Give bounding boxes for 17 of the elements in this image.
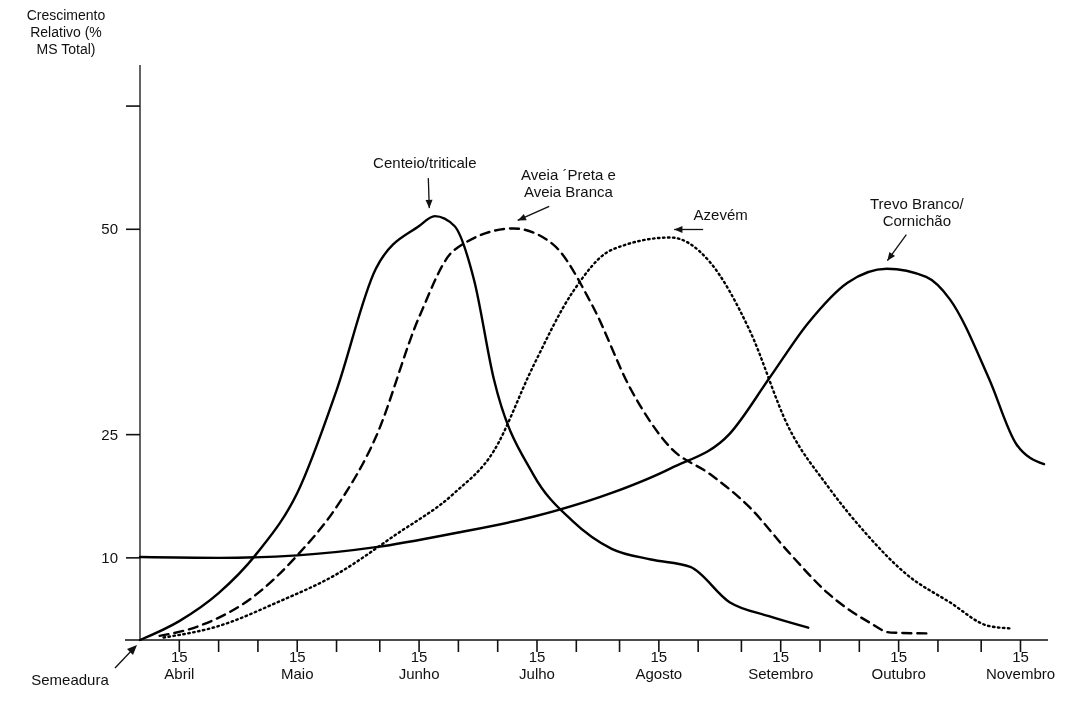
text: Centeio/triticale bbox=[373, 154, 477, 172]
series-label: Azevém bbox=[693, 205, 748, 223]
x-tick-label: 15 Novembro bbox=[985, 648, 1056, 682]
x-tick-label: 15 Junho bbox=[398, 648, 440, 682]
annotation: Semeadura bbox=[31, 671, 110, 688]
x-tick-label: 15 Maio bbox=[280, 648, 314, 682]
y-tick-label: 50 bbox=[101, 220, 118, 238]
y-axis-title: Crescimento Relativo (% MS Total) bbox=[26, 7, 106, 57]
x-tick-label: 15 Abril bbox=[164, 648, 195, 682]
x-tick-label: 15 Agosto bbox=[635, 648, 683, 682]
x-tick-label: 15 Setembro bbox=[748, 648, 814, 682]
series-label: Aveia ´Preta e Aveia Branca bbox=[521, 166, 616, 201]
y-tick-label: 25 bbox=[101, 425, 118, 443]
x-tick-label: 15 Julho bbox=[519, 648, 555, 682]
text: Trevo Branco/Cornichão bbox=[870, 194, 965, 229]
x-tick-label: 15 Outubro bbox=[871, 648, 926, 682]
y-tick-label: 10 bbox=[101, 548, 118, 566]
